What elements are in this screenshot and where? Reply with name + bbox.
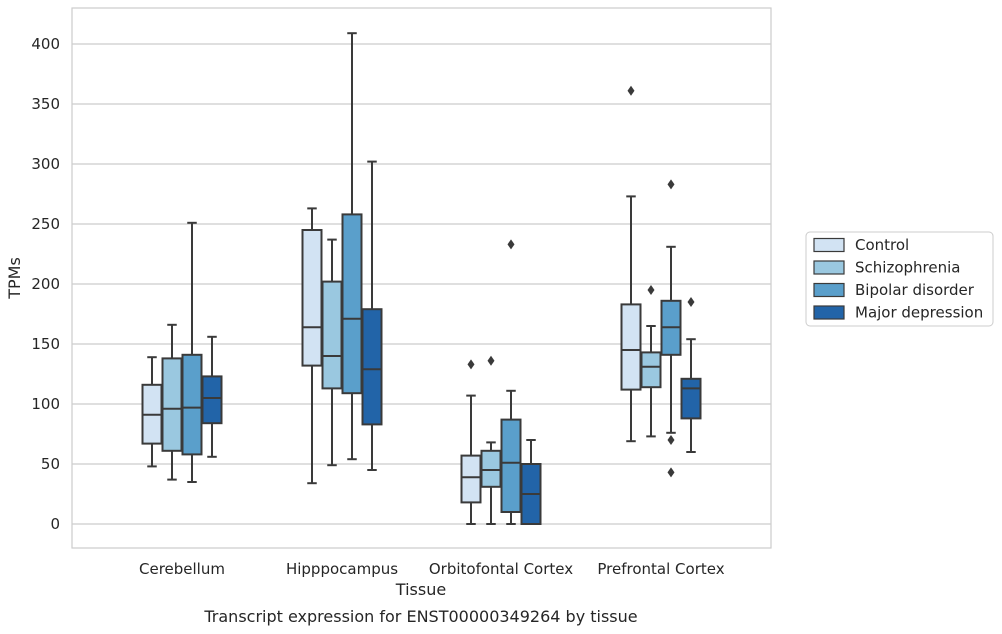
outlier-point bbox=[687, 297, 695, 307]
box-group bbox=[161, 323, 183, 481]
legend-frame bbox=[805, 231, 994, 327]
box bbox=[500, 418, 522, 514]
box-group bbox=[301, 207, 323, 485]
gridlines bbox=[72, 43, 771, 525]
box-group bbox=[660, 179, 682, 478]
y-tick-labels: 0 50 100 150 200 250 300 350 400 bbox=[31, 35, 60, 533]
chart-caption: Transcript expression for ENST0000034926… bbox=[203, 607, 637, 626]
outlier-point bbox=[667, 179, 675, 190]
x-tick-label: Orbitofontal Cortex bbox=[429, 560, 573, 578]
outlier-point bbox=[507, 239, 515, 250]
legend-label: Bipolar disorder bbox=[855, 281, 975, 299]
box bbox=[321, 280, 343, 390]
legend-swatch bbox=[813, 305, 845, 320]
box-group bbox=[181, 221, 203, 483]
x-axis-label: Tissue bbox=[395, 580, 446, 599]
box-group bbox=[361, 160, 383, 471]
box bbox=[680, 377, 702, 420]
plot-frame bbox=[71, 7, 772, 549]
y-tick-label: 100 bbox=[31, 395, 60, 413]
x-tick-label: Hipppocampus bbox=[286, 560, 398, 578]
y-tick-label: 250 bbox=[31, 215, 60, 233]
box bbox=[640, 351, 662, 389]
boxes bbox=[141, 32, 702, 525]
box-group bbox=[321, 238, 343, 467]
box-group bbox=[141, 356, 163, 468]
legend-swatch bbox=[813, 260, 845, 275]
y-tick-label: 150 bbox=[31, 335, 60, 353]
outlier-point bbox=[647, 285, 655, 295]
legend-label: Control bbox=[855, 236, 909, 254]
x-tick-label: Prefrontal Cortex bbox=[597, 560, 724, 578]
outlier-point bbox=[667, 435, 675, 445]
legend-label: Major depression bbox=[855, 304, 983, 322]
box-group bbox=[341, 32, 363, 461]
x-tick-label: Cerebellum bbox=[139, 560, 225, 578]
y-tick-label: 350 bbox=[31, 95, 60, 113]
box-group bbox=[680, 297, 702, 453]
y-axis-label: TPMs bbox=[5, 257, 24, 300]
box bbox=[361, 308, 383, 426]
box-group bbox=[480, 355, 502, 525]
box-group bbox=[520, 439, 542, 525]
box-group bbox=[201, 335, 223, 458]
legend-label: Schizophrenia bbox=[855, 259, 960, 277]
outlier-point bbox=[487, 355, 495, 366]
box bbox=[161, 357, 183, 452]
box-group bbox=[640, 285, 662, 438]
legend-swatch bbox=[813, 237, 845, 253]
y-tick-label: 400 bbox=[31, 35, 60, 53]
box-group bbox=[500, 239, 522, 525]
box bbox=[341, 213, 363, 395]
box bbox=[480, 449, 502, 488]
legend: Control Schizophrenia Bipolar disorder Majo… bbox=[805, 231, 994, 327]
outlier-point bbox=[627, 85, 635, 96]
box bbox=[460, 454, 482, 504]
box-group bbox=[620, 85, 642, 443]
y-tick-label: 50 bbox=[41, 455, 60, 473]
box bbox=[620, 303, 642, 391]
box bbox=[181, 353, 203, 456]
box bbox=[301, 229, 323, 367]
legend-swatch bbox=[813, 282, 845, 298]
y-tick-label: 200 bbox=[31, 275, 60, 293]
y-tick-label: 300 bbox=[31, 155, 60, 173]
x-tick-labels: Cerebellum Hipppocampus Orbitofontal Corte… bbox=[139, 560, 725, 578]
box bbox=[201, 375, 223, 425]
y-tick-label: 0 bbox=[50, 515, 60, 533]
outlier-point bbox=[667, 467, 675, 478]
box-group bbox=[460, 359, 482, 525]
outlier-point bbox=[467, 359, 475, 370]
